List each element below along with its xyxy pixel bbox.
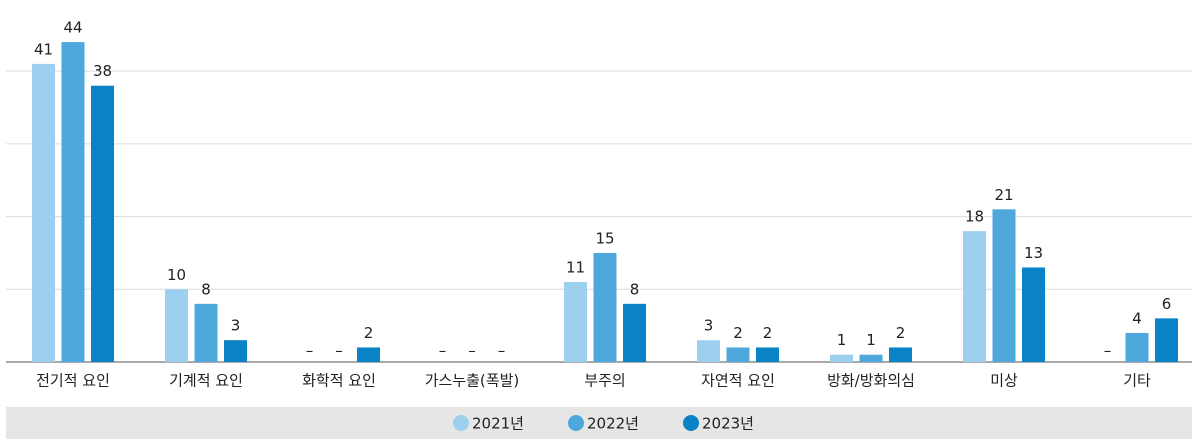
legend-swatch [568,415,584,431]
value-label: 18 [965,208,984,226]
value-label: 44 [63,19,82,37]
value-label: – [335,342,343,360]
value-label: 11 [566,259,585,277]
bar [1155,318,1178,362]
bar [91,85,114,362]
bar [859,354,883,362]
value-label: – [1104,342,1112,360]
legend-label: 2021년 [472,415,524,433]
value-label: 2 [364,324,374,342]
x-tick-label: 전기적 요인 [36,372,110,390]
value-label: 2 [763,324,773,342]
bar [357,347,380,362]
x-tick-label: 기계적 요인 [169,372,243,390]
x-tick-label: 자연적 요인 [701,372,775,390]
value-label: – [468,342,476,360]
bar [165,289,188,362]
x-tick-label: 화학적 요인 [302,372,376,390]
value-label: 4 [1132,309,1142,327]
value-label: 3 [704,317,714,335]
legend-swatch [683,415,699,431]
value-label: 6 [1162,295,1172,313]
value-label: – [306,342,314,360]
value-label: 15 [595,229,614,247]
bar [756,347,779,362]
bar [963,231,986,362]
bar [623,303,646,362]
value-label: 3 [231,317,241,335]
bar [697,340,720,362]
value-label: 1 [837,331,847,349]
bar [1125,332,1149,362]
value-label: 38 [93,62,112,80]
bar [992,209,1016,362]
bar [830,354,853,362]
legend-label: 2023년 [702,415,754,433]
bar [32,63,55,362]
bar [889,347,912,362]
value-label: – [498,342,506,360]
legend-label: 2022년 [587,415,639,433]
value-label: 41 [34,40,53,58]
bar [564,282,587,362]
legend-swatch [453,415,469,431]
x-tick-label: 부주의 [584,372,625,390]
x-tick-label: 미상 [990,372,1018,390]
x-tick-label: 기타 [1123,372,1151,390]
value-label: – [439,342,447,360]
legend-background [6,407,1192,439]
x-tick-label: 방화/방화의심 [827,372,915,390]
bar [224,340,247,362]
value-label: 10 [167,266,186,284]
bar [194,303,218,362]
bar [593,252,617,362]
value-label: 2 [733,324,743,342]
value-label: 8 [630,280,640,298]
bar [61,42,85,362]
value-label: 1 [866,331,876,349]
bar [726,347,750,362]
value-label: 8 [201,280,211,298]
value-label: 2 [896,324,906,342]
value-label: 13 [1024,244,1043,262]
x-tick-label: 가스누출(폭발) [425,372,520,390]
bar [1022,267,1045,362]
value-label: 21 [994,186,1013,204]
